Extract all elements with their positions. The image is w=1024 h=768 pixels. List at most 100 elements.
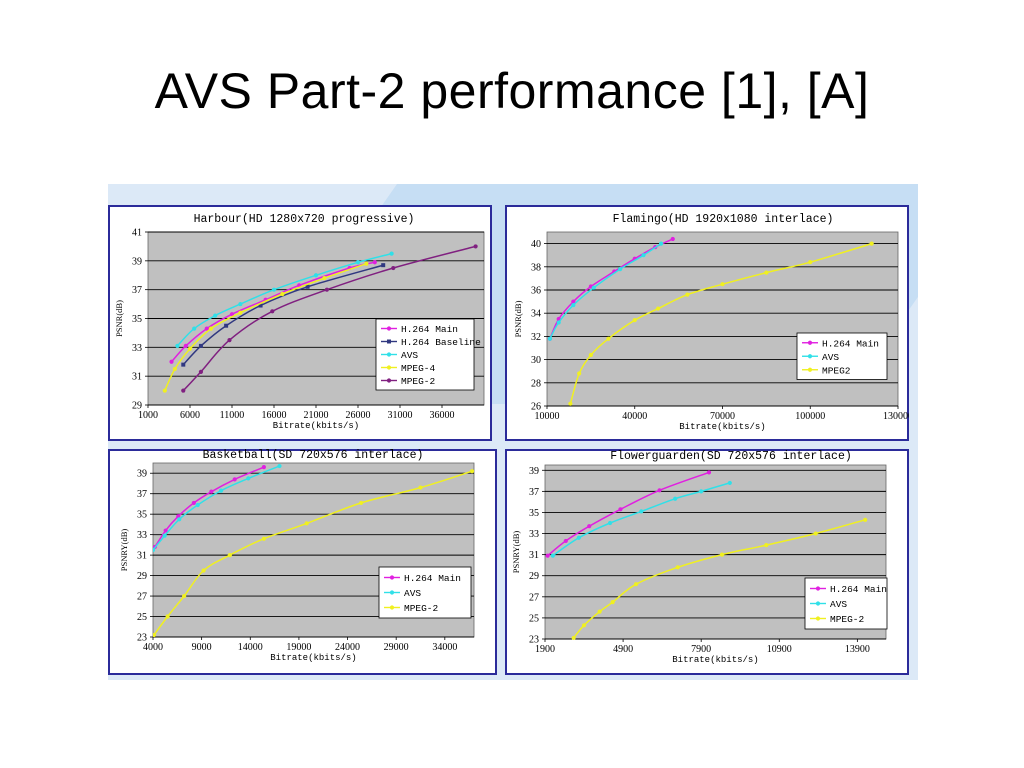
legend-label: AVS xyxy=(401,350,418,361)
data-point xyxy=(813,531,818,536)
x-tick-label: 100000 xyxy=(795,411,825,422)
data-point xyxy=(576,535,581,540)
y-axis-label: PSNRY(dB) xyxy=(511,531,521,574)
y-tick-label: 41 xyxy=(132,228,142,239)
y-tick-label: 23 xyxy=(529,635,539,646)
x-tick-label: 13900 xyxy=(845,644,870,655)
data-point xyxy=(175,343,180,348)
data-point xyxy=(224,323,229,328)
data-point xyxy=(195,502,200,508)
data-point xyxy=(359,500,364,506)
y-tick-label: 39 xyxy=(529,466,539,477)
x-tick-label: 70000 xyxy=(710,411,735,422)
data-point xyxy=(670,236,675,242)
series-1 xyxy=(169,260,377,364)
data-point xyxy=(201,568,206,573)
legend-label: H.264 Main xyxy=(401,324,458,335)
data-point xyxy=(581,623,587,628)
legend-marker xyxy=(389,590,395,595)
y-tick-label: 31 xyxy=(132,372,142,383)
data-point xyxy=(706,470,712,475)
legend-label: H.264 Baseline xyxy=(401,337,481,348)
legend-label: MPEG2 xyxy=(822,365,851,376)
data-point xyxy=(313,273,319,278)
x-axis-label: Bitrate(kbits/s) xyxy=(679,422,765,432)
y-tick-label: 29 xyxy=(529,571,539,582)
data-point xyxy=(305,284,310,289)
data-point xyxy=(568,401,573,406)
x-axis-label: Bitrate(kbits/s) xyxy=(270,653,356,663)
x-tick-label: 29000 xyxy=(384,642,409,653)
legend-label: AVS xyxy=(830,599,847,610)
series-3 xyxy=(568,241,874,406)
legend-marker xyxy=(807,354,813,359)
x-tick-label: 7900 xyxy=(691,644,711,655)
data-point xyxy=(591,285,596,290)
data-point xyxy=(153,547,156,553)
slide-title: AVS Part-2 performance [1], [A] xyxy=(154,63,870,119)
y-tick-label: 25 xyxy=(529,613,539,624)
x-tick-label: 26000 xyxy=(346,410,371,421)
data-point xyxy=(271,287,277,292)
data-point xyxy=(181,388,186,393)
x-tick-label: 1900 xyxy=(535,644,555,655)
data-point xyxy=(571,299,576,304)
data-point xyxy=(675,565,680,570)
legend-label: AVS xyxy=(822,352,839,363)
data-point xyxy=(869,241,874,246)
x-tick-label: 16000 xyxy=(262,410,287,421)
data-point xyxy=(181,362,186,367)
legend-marker xyxy=(807,367,813,372)
data-point xyxy=(191,500,196,506)
data-point xyxy=(547,336,553,341)
data-point xyxy=(187,346,193,351)
data-point xyxy=(258,303,263,308)
data-point xyxy=(227,338,232,343)
legend-marker xyxy=(807,340,813,345)
data-point xyxy=(607,520,613,526)
data-point xyxy=(656,306,661,311)
data-point xyxy=(610,599,615,605)
data-point xyxy=(657,488,662,493)
data-point xyxy=(727,480,732,486)
data-point xyxy=(673,496,678,501)
data-point xyxy=(304,521,309,526)
y-tick-label: 35 xyxy=(529,508,539,519)
data-point xyxy=(261,536,266,541)
legend-marker xyxy=(389,605,395,610)
data-point xyxy=(238,310,243,315)
series-line xyxy=(573,519,866,639)
data-point xyxy=(198,343,203,348)
data-point xyxy=(764,543,769,548)
legend-marker xyxy=(815,586,821,591)
x-tick-label: 1000 xyxy=(138,410,158,421)
series-3 xyxy=(153,469,475,638)
y-tick-label: 35 xyxy=(137,510,147,521)
series-2 xyxy=(153,463,282,553)
x-tick-label: 31000 xyxy=(388,410,413,421)
legend-label: AVS xyxy=(404,588,421,599)
y-tick-label: 25 xyxy=(137,612,147,623)
x-tick-label: 40000 xyxy=(622,411,647,422)
data-point xyxy=(764,270,769,275)
flamingo-chart: Flamingo(HD 1920x1080 interlace) 26 28 30 32… xyxy=(505,205,909,441)
series-2 xyxy=(550,480,732,558)
y-tick-label: 29 xyxy=(132,401,142,412)
data-point xyxy=(218,488,224,493)
data-point xyxy=(208,326,214,331)
data-point xyxy=(556,320,561,325)
data-point xyxy=(246,476,251,481)
data-point xyxy=(658,241,664,246)
series-line xyxy=(153,470,473,636)
chart-title: Basketball(SD 720x576 interlace) xyxy=(203,449,424,462)
data-point xyxy=(261,464,266,470)
data-point xyxy=(280,291,285,297)
data-point xyxy=(355,260,361,265)
x-tick-label: 24000 xyxy=(335,642,360,653)
data-point xyxy=(550,553,555,558)
y-tick-label: 30 xyxy=(531,355,541,366)
y-tick-label: 37 xyxy=(132,285,142,296)
y-tick-label: 33 xyxy=(137,530,147,541)
data-point xyxy=(685,292,690,297)
basketball-chart: Basketball(SD 720x576 interlace) 23 25 27 29… xyxy=(108,449,497,675)
